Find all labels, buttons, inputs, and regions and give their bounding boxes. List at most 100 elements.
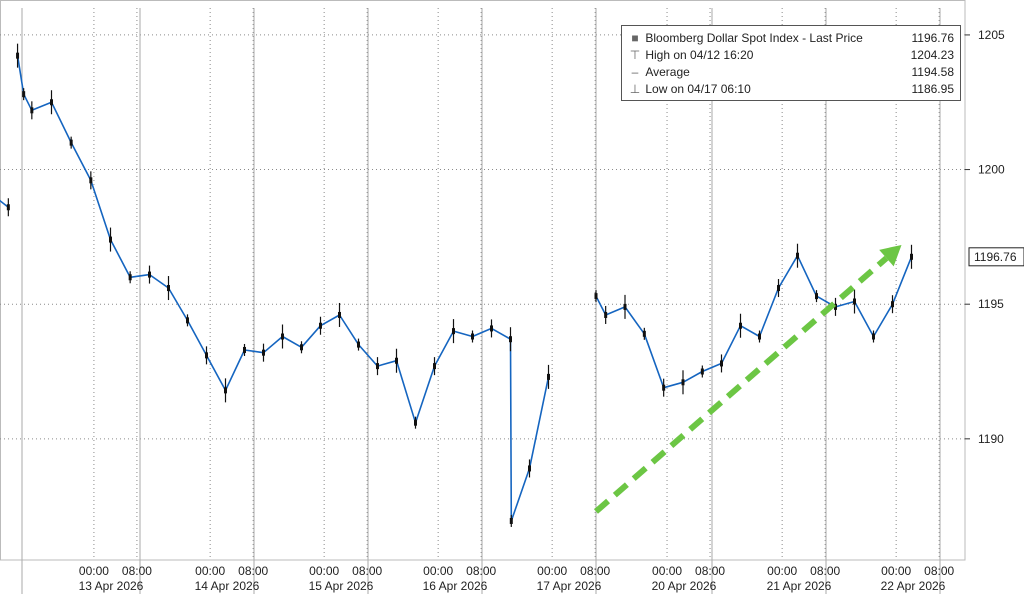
price-candle bbox=[357, 341, 360, 348]
x-time-label: 00:00 bbox=[537, 564, 567, 578]
legend-title-row: ■ Bloomberg Dollar Spot Index - Last Pri… bbox=[628, 30, 954, 46]
price-series-line bbox=[16, 55, 550, 522]
price-candle bbox=[910, 253, 913, 260]
x-time-label: 00:00 bbox=[423, 564, 453, 578]
price-candle bbox=[224, 387, 227, 394]
x-date-label: 22 Apr 2026 bbox=[881, 579, 946, 593]
price-candle bbox=[128, 274, 132, 281]
price-candle bbox=[281, 333, 284, 340]
x-time-label: 00:00 bbox=[309, 564, 339, 578]
price-layer bbox=[0, 43, 913, 527]
price-candle bbox=[319, 322, 322, 329]
price-candle bbox=[796, 252, 799, 259]
legend-row-low: ⊥ Low on 04/17 06:10 1186.95 bbox=[628, 81, 954, 97]
price-candle bbox=[395, 357, 398, 364]
y-tick-label: 1190 bbox=[978, 432, 1004, 446]
average-marker-icon: – bbox=[631, 65, 639, 79]
legend-title-value: 1196.76 bbox=[911, 31, 955, 45]
x-time-label: 08:00 bbox=[352, 564, 382, 578]
price-candle bbox=[414, 419, 417, 426]
price-candle bbox=[604, 311, 608, 318]
price-candle bbox=[739, 322, 742, 329]
x-time-label: 08:00 bbox=[580, 564, 610, 578]
legend-high-label: High on 04/12 16:20 bbox=[645, 48, 754, 62]
price-candle bbox=[262, 349, 265, 356]
legend-low-value: 1186.95 bbox=[911, 82, 955, 96]
legend-average-value: 1194.58 bbox=[911, 65, 955, 79]
price-candle bbox=[148, 271, 151, 278]
legend-row-average: – Average 1194.58 bbox=[628, 64, 954, 80]
price-candle bbox=[815, 293, 818, 300]
x-time-label: 08:00 bbox=[924, 564, 954, 578]
x-time-label: 00:00 bbox=[767, 564, 797, 578]
legend-title: Bloomberg Dollar Spot Index - Last Price bbox=[645, 31, 863, 45]
last-price-box bbox=[968, 247, 1024, 267]
price-candle bbox=[243, 346, 246, 353]
x-date-label: 14 Apr 2026 bbox=[195, 579, 260, 593]
price-candle bbox=[509, 336, 512, 343]
price-candle bbox=[490, 325, 493, 332]
price-candle bbox=[167, 285, 170, 292]
price-candle bbox=[528, 465, 531, 472]
x-time-label: 08:00 bbox=[122, 564, 152, 578]
legend-row-high: ⊤ High on 04/12 16:20 1204.23 bbox=[628, 47, 954, 63]
price-candle bbox=[30, 107, 34, 114]
trend-arrow-layer bbox=[594, 244, 902, 514]
price-candle bbox=[777, 285, 780, 292]
legend-high-value: 1204.23 bbox=[910, 48, 954, 62]
y-tick-label: 1195 bbox=[978, 297, 1004, 311]
y-tick-label: 1200 bbox=[978, 163, 1005, 177]
price-candle bbox=[471, 333, 474, 340]
price-candle bbox=[891, 301, 894, 308]
x-time-label: 08:00 bbox=[466, 564, 496, 578]
y-tick-label: 1205 bbox=[978, 28, 1005, 42]
legend-box: ■ Bloomberg Dollar Spot Index - Last Pri… bbox=[621, 25, 961, 101]
price-candle bbox=[681, 379, 685, 386]
high-marker-icon: ⊤ bbox=[629, 48, 641, 62]
price-candle bbox=[50, 99, 53, 106]
legend-average-label: Average bbox=[645, 65, 690, 79]
price-candle bbox=[452, 328, 455, 335]
plot-frame bbox=[0, 0, 966, 561]
x-date-label: 17 Apr 2026 bbox=[537, 579, 602, 593]
legend-series-swatch-icon: ■ bbox=[631, 31, 639, 45]
price-candle bbox=[89, 177, 93, 184]
price-candle bbox=[642, 330, 646, 337]
price-candle bbox=[853, 298, 856, 305]
x-date-label: 21 Apr 2026 bbox=[767, 579, 832, 593]
price-candle bbox=[758, 333, 761, 340]
price-candle bbox=[547, 373, 550, 380]
price-series-line bbox=[0, 199, 9, 208]
price-candle bbox=[22, 91, 26, 98]
price-candle bbox=[338, 311, 341, 318]
price-candle bbox=[594, 293, 598, 300]
x-time-label: 00:00 bbox=[79, 564, 109, 578]
trend-arrow-head bbox=[879, 244, 902, 267]
x-time-label: 08:00 bbox=[238, 564, 268, 578]
x-time-label: 00:00 bbox=[881, 564, 911, 578]
x-date-label: 15 Apr 2026 bbox=[309, 579, 374, 593]
last-price-label: 1196.76 bbox=[974, 250, 1017, 264]
price-candle bbox=[834, 303, 837, 310]
price-candle bbox=[662, 384, 666, 391]
x-date-label: 20 Apr 2026 bbox=[652, 579, 717, 593]
price-candle bbox=[186, 317, 189, 324]
x-time-label: 00:00 bbox=[195, 564, 225, 578]
price-candle bbox=[300, 344, 303, 351]
price-candle bbox=[205, 352, 208, 359]
price-candle bbox=[509, 517, 513, 524]
price-candle bbox=[623, 303, 627, 310]
x-date-label: 16 Apr 2026 bbox=[423, 579, 488, 593]
price-series-line bbox=[595, 254, 913, 389]
price-candle bbox=[16, 52, 20, 59]
price-candle bbox=[69, 139, 73, 146]
price-candle bbox=[6, 204, 10, 211]
price-candle bbox=[109, 236, 112, 243]
legend-low-label: Low on 04/17 06:10 bbox=[645, 82, 751, 96]
trend-arrow-shaft bbox=[594, 255, 889, 514]
low-marker-icon: ⊥ bbox=[629, 82, 641, 96]
price-candle bbox=[720, 360, 723, 367]
